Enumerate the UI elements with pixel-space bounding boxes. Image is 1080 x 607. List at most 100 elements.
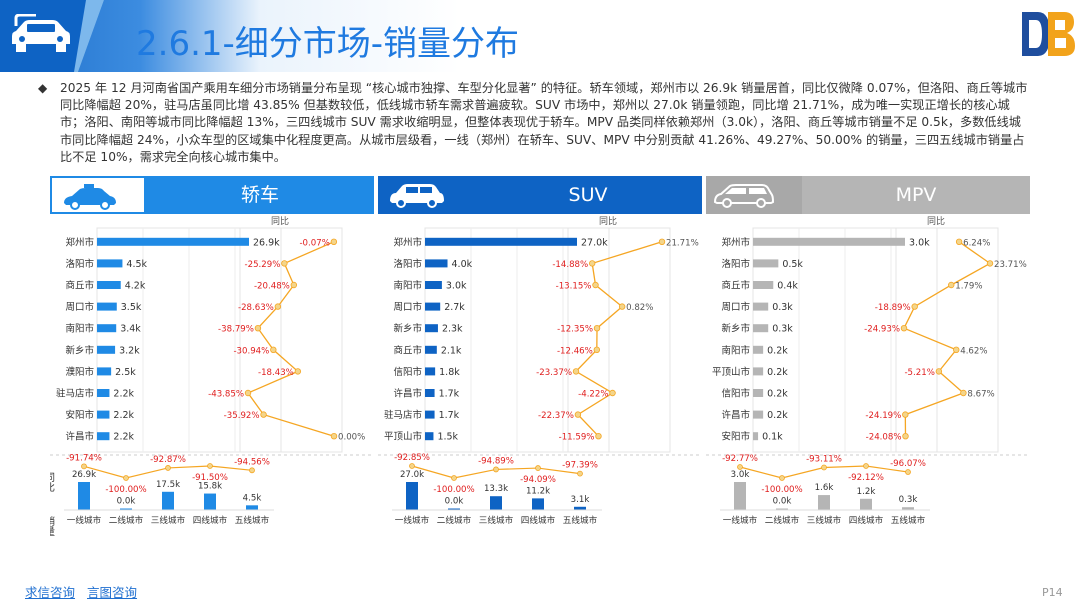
- yoy-value: -24.08%: [866, 433, 902, 443]
- tier-yoy-axis-label: 同比: [50, 472, 55, 492]
- city-bar-value: 1.8k: [439, 367, 460, 378]
- yoy-point: [593, 346, 601, 353]
- yoy-value: -25.29%: [245, 260, 281, 270]
- tier-yoy-point: [81, 463, 87, 470]
- city-bar-value: 0.2k: [767, 367, 788, 378]
- footer-link-yantu[interactable]: 言图咨询: [87, 585, 138, 600]
- city-bar-value: 0.4k: [777, 281, 798, 292]
- city-label: 周口市: [721, 301, 750, 313]
- yoy-value: -24.93%: [864, 325, 900, 335]
- tier-yoy-value: -100.00%: [105, 485, 146, 495]
- tier-yoy-point: [535, 465, 541, 471]
- city-bar: [425, 410, 435, 419]
- city-bar: [753, 410, 764, 419]
- tier-bar: [204, 493, 216, 510]
- yoy-point: [330, 238, 338, 245]
- tier-bar: [574, 506, 586, 510]
- city-bar-value: 4.0k: [452, 259, 473, 270]
- city-bar: [753, 367, 764, 376]
- city-bar-value: 2.7k: [444, 302, 465, 313]
- yoy-point: [574, 411, 582, 418]
- tier-label: 三线城市: [151, 514, 186, 526]
- tier-yoy-point: [779, 475, 785, 481]
- city-bar-value: 0.5k: [782, 259, 803, 270]
- tier-bar-value: 0.3k: [899, 495, 918, 505]
- footer-link-qiuxin[interactable]: 求信咨询: [25, 585, 76, 600]
- city-label: 信阳市: [721, 388, 750, 400]
- tier-bar: [818, 495, 830, 510]
- city-bar-value: 3.5k: [121, 302, 142, 313]
- tier-yoy-point: [249, 467, 255, 474]
- city-bar: [425, 345, 437, 354]
- city-bar-value: 4.5k: [126, 259, 147, 270]
- yoy-value: -14.88%: [552, 260, 588, 270]
- panel-header: SUV: [378, 176, 702, 214]
- tier-bar: [120, 508, 132, 510]
- city-bar: [97, 432, 110, 441]
- tier-label: 二线城市: [437, 514, 472, 526]
- yoy-value: -13.15%: [556, 282, 592, 292]
- city-bar-value: 3.2k: [119, 345, 140, 356]
- tier-bar-value: 17.5k: [156, 480, 180, 490]
- city-label: 洛阳市: [721, 258, 750, 270]
- yoy-point: [254, 324, 262, 332]
- city-bar-value: 0.2k: [767, 345, 788, 356]
- yoy-value: -18.43%: [258, 368, 294, 378]
- city-label: 安阳市: [65, 409, 94, 421]
- city-bar: [97, 410, 110, 419]
- city-bar: [425, 302, 441, 311]
- tier-yoy-value: -92.77%: [722, 454, 758, 464]
- tier-label: 一线城市: [723, 514, 758, 526]
- tier-yoy-point: [905, 469, 911, 475]
- panel-header: MPV: [706, 176, 1030, 214]
- yoy-value: -4.22%: [578, 390, 608, 400]
- summary-text: 2025 年 12 月河南省国产乘用车细分市场销量分布呈现 “核心城市独撑、车型…: [60, 81, 1028, 164]
- city-bar: [753, 389, 764, 397]
- city-bar-value: 1.7k: [439, 410, 460, 421]
- yoy-point: [953, 346, 960, 353]
- yoy-value: -18.89%: [875, 303, 911, 313]
- yoy-label: 同比: [927, 215, 945, 227]
- city-label: 许昌市: [393, 388, 422, 400]
- yoy-value: -12.35%: [557, 325, 593, 335]
- yoy-point: [935, 368, 943, 375]
- yoy-area: [567, 227, 671, 453]
- city-label: 郑州市: [721, 236, 750, 248]
- tier-bar-value: 0.0k: [773, 497, 792, 507]
- city-label: 驻马店市: [56, 388, 95, 400]
- tier-yoy-value: -92.87%: [150, 455, 186, 465]
- city-bar: [97, 389, 110, 397]
- bullet-icon: ◆: [38, 81, 48, 95]
- tier-yoy-value: -94.09%: [520, 475, 556, 485]
- yoy-line: [247, 241, 335, 437]
- city-bar-value: 3.0k: [446, 281, 467, 292]
- tier-bar: [776, 508, 788, 510]
- sedan-icon: [50, 176, 146, 214]
- yoy-value: 23.71%: [994, 260, 1027, 270]
- yoy-point: [609, 389, 616, 397]
- tier-bar-value: 11.2k: [526, 486, 550, 496]
- tier-label: 四线城市: [193, 514, 228, 526]
- city-bar: [753, 345, 764, 354]
- city-label: 新乡市: [721, 323, 750, 335]
- tier-bar: [406, 482, 418, 510]
- tier-bar: [902, 507, 914, 510]
- tier-bar-value: 27.0k: [400, 470, 424, 480]
- tier-label: 一线城市: [67, 514, 102, 526]
- tier-yoy-point: [821, 464, 827, 471]
- car-tab: [0, 0, 104, 72]
- city-bar-value: 0.2k: [767, 389, 788, 400]
- city-bar: [753, 324, 769, 333]
- tier-bar: [246, 505, 258, 510]
- tier-yoy-value: -91.50%: [192, 473, 228, 483]
- city-label: 商丘市: [393, 344, 422, 356]
- tier-yoy-point: [577, 470, 583, 477]
- yoy-value: 1.79%: [955, 282, 982, 292]
- yoy-point: [281, 260, 288, 267]
- yoy-point: [902, 432, 909, 440]
- city-label: 周口市: [65, 301, 94, 313]
- city-label: 平顶山市: [384, 431, 423, 443]
- yoy-value: -12.46%: [557, 346, 593, 356]
- city-label: 濮阳市: [65, 366, 94, 378]
